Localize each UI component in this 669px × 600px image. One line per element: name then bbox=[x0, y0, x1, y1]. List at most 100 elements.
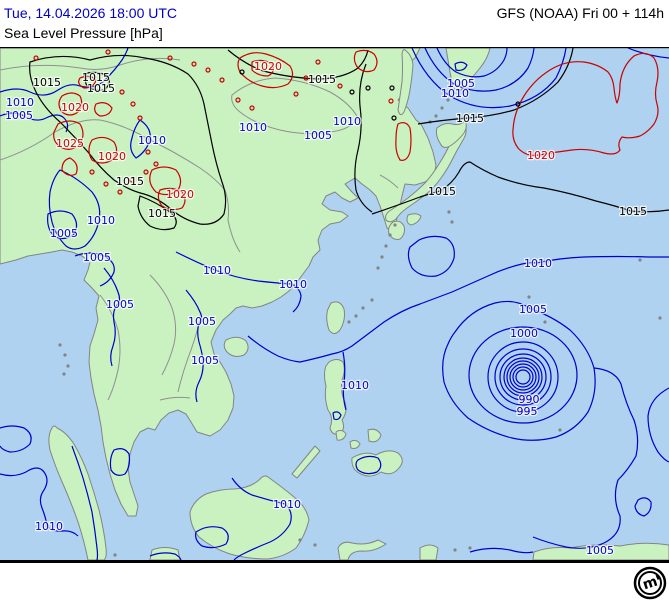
land-polygon bbox=[189, 475, 310, 560]
cyclone-ring bbox=[512, 366, 534, 388]
cyclone-ring bbox=[503, 357, 543, 397]
isobar bbox=[424, 47, 535, 92]
pressure-label: 1010 bbox=[441, 87, 469, 100]
isobar bbox=[411, 47, 567, 109]
isobar bbox=[371, 161, 669, 215]
island-dots-layer bbox=[58, 98, 662, 557]
map-bottom-border bbox=[0, 560, 669, 563]
isobar bbox=[436, 47, 508, 78]
red-contour-mark bbox=[119, 89, 125, 95]
isobar bbox=[469, 547, 534, 554]
country-border bbox=[159, 396, 191, 401]
red-contour-mark bbox=[145, 149, 151, 155]
black-marks-layer bbox=[239, 69, 521, 121]
isobar-blue-layer bbox=[0, 47, 669, 561]
isobar bbox=[195, 526, 229, 549]
red-contour-mark bbox=[315, 59, 321, 65]
small-island bbox=[388, 233, 392, 237]
red-contour-mark bbox=[137, 115, 143, 121]
pressure-label: 1015 bbox=[87, 82, 115, 95]
small-island bbox=[62, 372, 66, 376]
cyclone-ring bbox=[487, 341, 559, 413]
small-island bbox=[440, 106, 444, 110]
isobar bbox=[137, 195, 177, 231]
cyclone-ring bbox=[509, 363, 537, 391]
isobar bbox=[247, 255, 669, 363]
country-border bbox=[0, 119, 241, 253]
black-contour-mark bbox=[239, 69, 245, 75]
small-island bbox=[66, 364, 70, 368]
small-island bbox=[370, 298, 374, 302]
isobar bbox=[342, 351, 347, 411]
pressure-label: 1005 bbox=[83, 251, 111, 264]
isobar bbox=[634, 497, 652, 517]
isobar bbox=[48, 169, 101, 250]
isobar bbox=[454, 61, 468, 72]
small-island bbox=[58, 343, 62, 347]
small-island bbox=[434, 114, 438, 118]
pressure-label: 1015 bbox=[33, 76, 61, 89]
isobar bbox=[83, 71, 110, 91]
small-island bbox=[558, 428, 562, 432]
small-island bbox=[313, 543, 317, 547]
small-island bbox=[543, 320, 547, 324]
isobar bbox=[94, 102, 113, 117]
isobar bbox=[395, 122, 412, 161]
pressure-label: 1010 bbox=[203, 264, 231, 277]
isobar bbox=[78, 75, 97, 89]
small-island bbox=[453, 548, 457, 552]
logo-tick bbox=[655, 574, 660, 580]
pressure-label: 1015 bbox=[308, 73, 336, 86]
pressure-label: 1020 bbox=[527, 149, 555, 162]
isobar bbox=[109, 448, 131, 476]
pressure-label: 1010 bbox=[273, 498, 301, 511]
cyclone-ring bbox=[506, 360, 540, 394]
red-contour-mark bbox=[388, 98, 394, 104]
cyclone-ring bbox=[499, 353, 547, 401]
pressure-label: 1015 bbox=[428, 185, 456, 198]
red-contour-mark bbox=[293, 91, 299, 97]
red-marks-layer bbox=[33, 49, 394, 195]
pressure-label: 1015 bbox=[619, 205, 647, 218]
isobar bbox=[227, 49, 369, 80]
pressure-label: 1010 bbox=[524, 257, 552, 270]
red-contour-mark bbox=[167, 55, 173, 61]
small-island bbox=[113, 553, 117, 557]
small-island bbox=[63, 353, 67, 357]
pressure-label: 1020 bbox=[61, 101, 89, 114]
red-contour-mark bbox=[117, 189, 123, 195]
pressure-label: 1005 bbox=[304, 129, 332, 142]
red-contour-mark bbox=[153, 161, 159, 167]
isobar bbox=[251, 59, 274, 77]
red-contour-mark bbox=[103, 181, 109, 187]
small-island bbox=[446, 98, 450, 102]
pressure-label: 1015 bbox=[116, 175, 144, 188]
pressure-label: 1020 bbox=[254, 60, 282, 73]
isobar bbox=[0, 467, 79, 537]
isobar bbox=[0, 425, 32, 453]
isobar bbox=[130, 119, 151, 159]
pressure-label: 1005 bbox=[447, 77, 475, 90]
red-contour-mark bbox=[89, 169, 95, 175]
map-top-border bbox=[0, 47, 669, 49]
pressure-label: 1010 bbox=[138, 134, 166, 147]
pressure-label: 1010 bbox=[341, 379, 369, 392]
pressure-label: 995 bbox=[517, 405, 538, 418]
isobar bbox=[71, 445, 99, 561]
land-polygon bbox=[223, 336, 249, 357]
pressure-label: 1015 bbox=[82, 71, 110, 84]
red-contour-mark bbox=[205, 67, 211, 73]
pressure-label: 1005 bbox=[191, 354, 219, 367]
isobar bbox=[417, 47, 574, 125]
land-polygon bbox=[435, 120, 467, 148]
isobar bbox=[532, 367, 639, 549]
land-polygon bbox=[367, 428, 382, 443]
red-contour-mark bbox=[143, 169, 149, 175]
isobar bbox=[103, 267, 121, 367]
valid-datetime: Tue, 14.04.2026 18:00 UTC bbox=[4, 5, 178, 21]
small-island bbox=[347, 320, 351, 324]
land-polygon bbox=[335, 429, 347, 441]
isobar bbox=[0, 47, 129, 96]
isobar bbox=[353, 49, 378, 73]
